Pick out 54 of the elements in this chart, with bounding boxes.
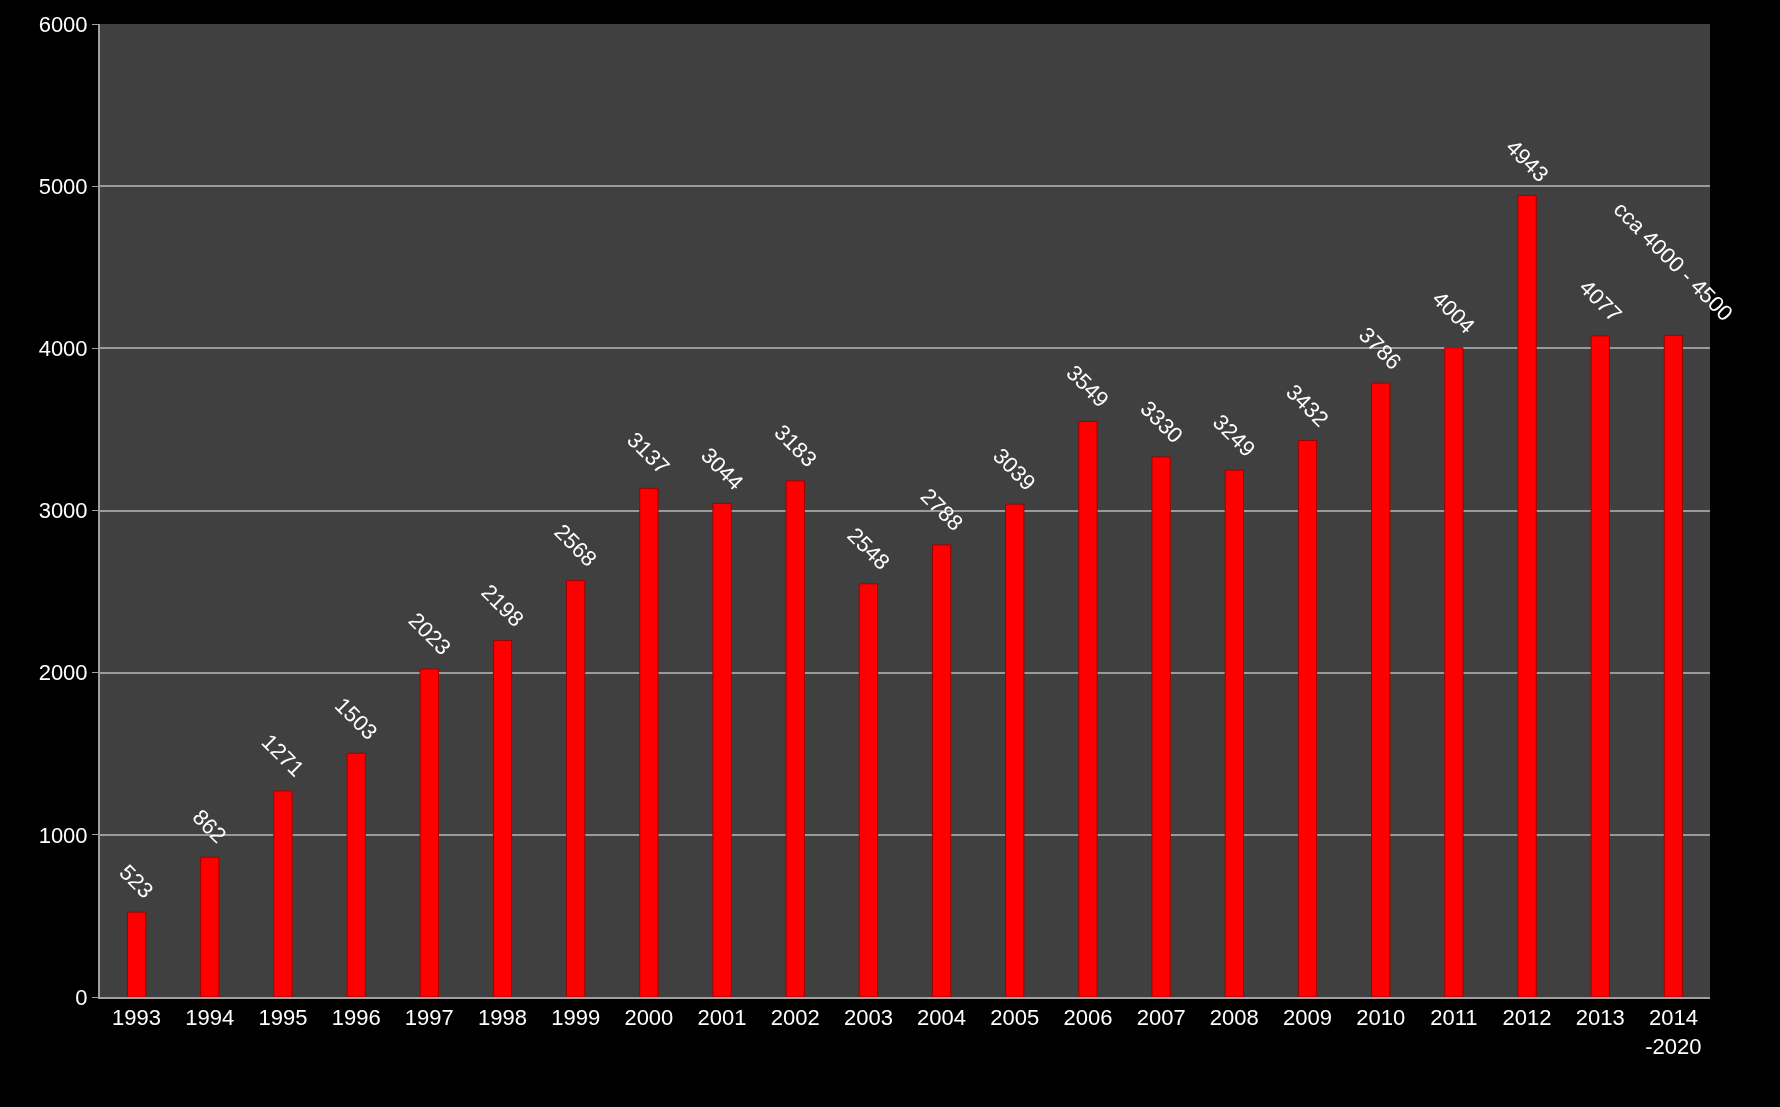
x-tick-label: 1998 — [478, 1005, 527, 1031]
y-tick-label: 3000 — [38, 498, 88, 524]
y-tick-label: 4000 — [38, 336, 88, 362]
x-tick-label: 1995 — [258, 1005, 308, 1031]
bar — [126, 911, 147, 997]
bar — [1078, 420, 1098, 997]
x-tick-label: 2013 — [1575, 1005, 1625, 1031]
x-tick-label: 2001 — [697, 1005, 747, 1031]
x-tick-label: 2012 — [1502, 1005, 1552, 1031]
bar — [1224, 469, 1244, 997]
bar — [419, 668, 439, 997]
bar — [1151, 456, 1171, 997]
x-tick-label: 1999 — [551, 1005, 601, 1031]
x-tick-label: 2010 — [1356, 1005, 1406, 1031]
x-tick-label: 1994 — [185, 1005, 235, 1031]
y-tick-label: 5000 — [38, 173, 88, 199]
bar — [785, 480, 805, 997]
x-tick-label: 2014 -2020 — [1645, 1005, 1702, 1059]
x-tick-label: 2006 — [1063, 1005, 1113, 1031]
x-tick-label: 2007 — [1136, 1005, 1186, 1031]
data-label: 523 — [114, 859, 159, 904]
x-tick-label: 2008 — [1209, 1005, 1259, 1031]
bar — [1663, 334, 1684, 997]
x-tick-label: 2011 — [1430, 1005, 1478, 1031]
y-tick-label: 2000 — [38, 660, 88, 686]
bar — [1590, 335, 1610, 997]
bar — [1297, 439, 1318, 997]
bar — [712, 502, 732, 997]
x-tick-label: 2002 — [770, 1005, 820, 1031]
data-label: 862 — [187, 804, 232, 849]
y-tick-label: 0 — [75, 984, 88, 1010]
bar — [1517, 194, 1537, 997]
bar — [1371, 382, 1391, 997]
bar — [1444, 347, 1464, 997]
y-tick-label: 1000 — [38, 822, 88, 848]
x-tick-label: 2005 — [990, 1005, 1040, 1031]
bar — [858, 583, 879, 997]
x-tick-label: 2009 — [1283, 1005, 1332, 1031]
bar — [931, 544, 952, 997]
x-tick-label: 1997 — [404, 1005, 454, 1031]
data-label: 4077 — [1574, 274, 1627, 327]
bar — [346, 752, 366, 997]
bar — [492, 640, 513, 997]
x-tick-label: 1993 — [112, 1005, 162, 1031]
x-tick-label: 1996 — [331, 1005, 381, 1031]
x-tick-label: 2000 — [624, 1005, 674, 1031]
bar — [1005, 503, 1025, 997]
bar — [273, 790, 293, 997]
x-tick-label: 2003 — [843, 1005, 893, 1031]
x-tick-label: 2004 — [917, 1005, 967, 1031]
bar — [200, 856, 220, 997]
bar — [566, 580, 586, 997]
y-tick-label: 6000 — [38, 11, 88, 37]
bar — [639, 487, 659, 997]
